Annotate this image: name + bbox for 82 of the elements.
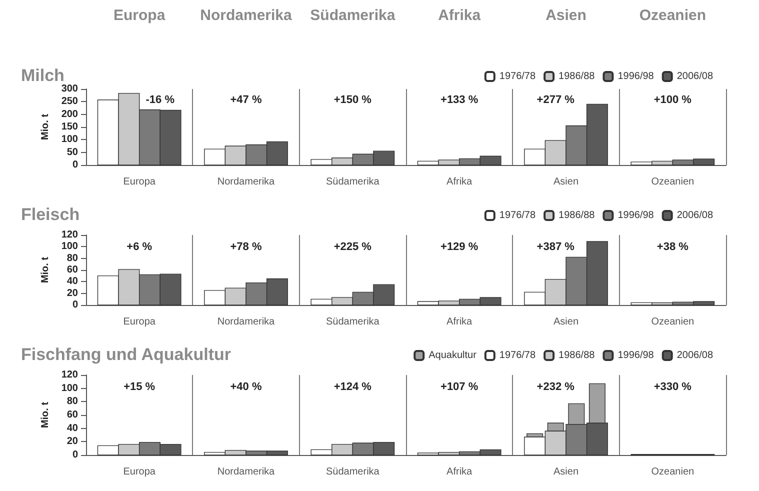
y-tick-label: 300 xyxy=(61,84,78,94)
x-tick-label: Ozeanien xyxy=(651,176,694,188)
annotation: +330 % xyxy=(654,381,692,393)
y-tick-label: 0 xyxy=(72,450,78,460)
annotation: +40 % xyxy=(230,381,262,393)
annotation: +129 % xyxy=(440,241,478,253)
annotation: +107 % xyxy=(440,381,478,393)
y-tick-label: 60 xyxy=(66,410,78,420)
annotation: +124 % xyxy=(334,381,372,393)
legend-label: 1976/78 xyxy=(499,210,536,221)
annotation: +15 % xyxy=(124,381,156,393)
annotation: +225 % xyxy=(334,241,372,253)
x-tick-label: Europa xyxy=(123,176,156,188)
x-tick-label: Asien xyxy=(553,316,579,328)
x-tick-label: Südamerika xyxy=(326,466,380,478)
x-tick-label: Ozeanien xyxy=(651,466,694,478)
legend-label: 2006/08 xyxy=(676,71,714,82)
x-tick-label: Asien xyxy=(553,176,579,188)
x-tick-label: Nordamerika xyxy=(217,466,276,478)
y-tick-label: 100 xyxy=(61,134,78,146)
annotation: +100 % xyxy=(654,94,692,106)
legend-label: 1976/78 xyxy=(499,350,536,361)
legend-label: Aquakultur xyxy=(428,350,478,361)
y-tick-label: 60 xyxy=(66,264,78,276)
y-tick-label: 80 xyxy=(66,252,78,264)
chart-title: Milch xyxy=(21,66,64,85)
category-label: Südamerika xyxy=(310,7,396,24)
x-tick-label: Südamerika xyxy=(326,176,380,188)
annotation: +47 % xyxy=(230,94,262,106)
annotation: +38 % xyxy=(656,241,689,253)
y-tick-label: 120 xyxy=(61,370,78,380)
x-tick-label: Afrika xyxy=(446,176,473,188)
y-tick-label: 0 xyxy=(72,160,78,170)
y-tick-label: 80 xyxy=(66,396,78,408)
y-tick-label: 120 xyxy=(61,230,78,240)
chart-title: Fleisch xyxy=(21,205,80,224)
category-label: Europa xyxy=(113,7,166,24)
legend-label: 1986/88 xyxy=(558,350,596,361)
y-tick-label: 40 xyxy=(66,422,78,434)
x-tick-label: Nordamerika xyxy=(217,316,276,328)
legend-label: 1986/88 xyxy=(558,71,596,82)
y-axis-title: Mio. t xyxy=(40,256,51,284)
x-tick-label: Nordamerika xyxy=(217,176,276,188)
legend-label: 1986/88 xyxy=(558,210,596,221)
x-tick-label: Ozeanien xyxy=(651,316,694,328)
y-axis-title: Mio. t xyxy=(40,113,51,140)
category-label: Asien xyxy=(546,7,586,24)
legend-label: 1996/98 xyxy=(618,71,654,82)
x-tick-label: Afrika xyxy=(446,466,473,478)
x-tick-label: Europa xyxy=(123,466,156,478)
y-tick-label: 200 xyxy=(61,108,78,120)
x-tick-label: Afrika xyxy=(446,316,473,328)
annotation: +387 % xyxy=(536,241,575,253)
annotation: +232 % xyxy=(536,381,575,393)
chart-title: Fischfang und Aquakultur xyxy=(21,345,232,364)
category-label: Nordamerika xyxy=(200,7,292,24)
y-tick-label: 150 xyxy=(61,122,78,132)
legend-label: 1996/98 xyxy=(618,350,654,361)
y-tick-label: 100 xyxy=(61,382,78,394)
x-tick-label: Südamerika xyxy=(326,316,380,328)
category-label: Afrika xyxy=(438,7,481,24)
y-tick-label: 0 xyxy=(72,300,78,310)
category-label: Ozeanien xyxy=(639,7,706,24)
annotation: +6 % xyxy=(126,241,152,253)
legend-label: 1976/78 xyxy=(499,71,536,82)
annotation: +78 % xyxy=(230,241,262,253)
legend-label: 2006/08 xyxy=(676,350,714,361)
y-tick-label: 50 xyxy=(66,146,78,158)
y-tick-label: 250 xyxy=(61,96,78,108)
annotation: +133 % xyxy=(440,94,478,106)
y-tick-label: 100 xyxy=(61,241,78,252)
y-tick-label: 40 xyxy=(66,276,78,288)
y-axis-title: Mio. t xyxy=(40,401,51,428)
y-tick-label: 20 xyxy=(66,436,78,448)
y-tick-label: 20 xyxy=(66,288,78,299)
x-tick-label: Europa xyxy=(123,316,156,328)
x-tick-label: Asien xyxy=(553,466,579,478)
legend-label: 1996/98 xyxy=(618,210,654,221)
legend-label: 2006/08 xyxy=(676,210,714,221)
annotation: +150 % xyxy=(334,94,372,106)
annotation: -16 % xyxy=(146,94,175,106)
annotation: +277 % xyxy=(536,94,575,106)
